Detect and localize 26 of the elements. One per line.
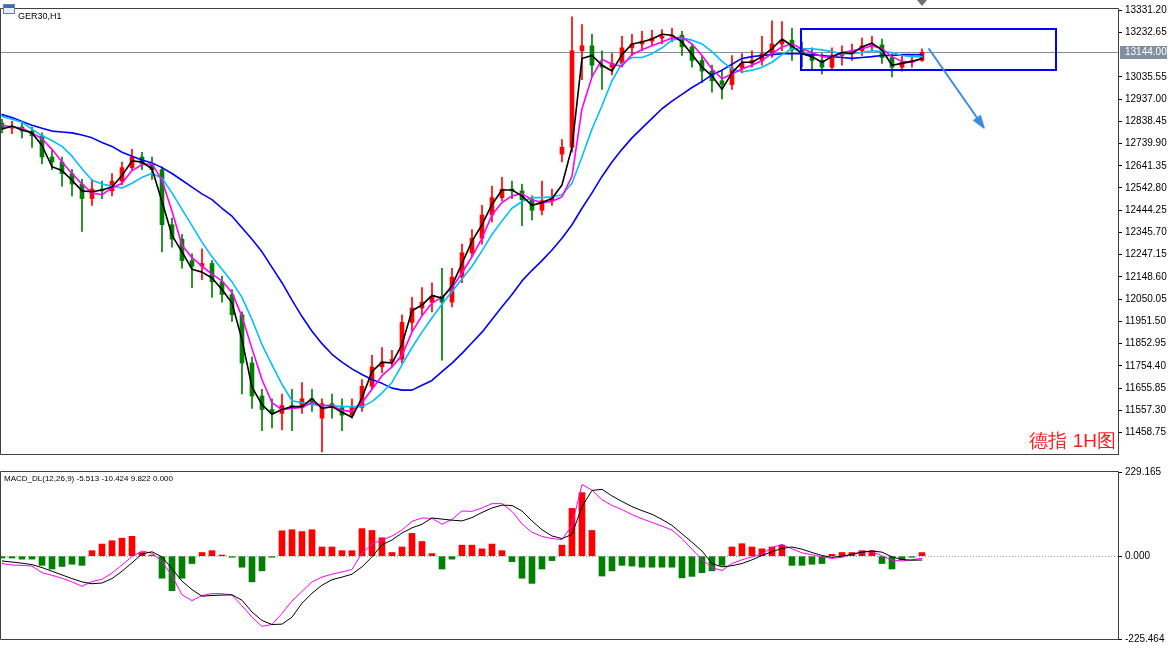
y-tick-label: 11852.95 [1125, 337, 1167, 349]
chart-title: MACD_DL(12,26,9) -5.513 -10.424 9.822 0.000 [4, 474, 174, 484]
y-tick-label: 229.165 [1125, 465, 1162, 477]
ref-line-label: 13144.00 [1125, 46, 1168, 58]
y-tick-label: 12444.25 [1125, 203, 1168, 215]
text: 德指 1H图 [1029, 429, 1116, 451]
y-tick-label: 11458.75 [1125, 426, 1167, 438]
y-tick-label: 13035.55 [1125, 70, 1168, 82]
y-tick-label: 11754.40 [1125, 359, 1167, 371]
y-tick-label: 12641.35 [1125, 159, 1168, 171]
y-tick-label: 11951.50 [1125, 315, 1167, 327]
y-tick-label: 12345.70 [1125, 226, 1168, 238]
y-tick-label: 12247.15 [1125, 248, 1168, 260]
y-tick-label: 12838.45 [1125, 115, 1168, 127]
y-tick-label: 11557.30 [1125, 404, 1167, 416]
y-tick-label: 13232.65 [1125, 26, 1168, 38]
y-tick-label: 12739.90 [1125, 137, 1168, 149]
chart-title: GER30,H1 [18, 10, 62, 21]
y-tick-label: 13331.20 [1125, 3, 1168, 15]
y-tick-label: 12542.80 [1125, 181, 1168, 193]
y-tick-label: 12148.60 [1125, 270, 1168, 282]
y-tick-label: 11655.85 [1125, 381, 1167, 393]
y-tick-label: 0.000 [1125, 549, 1151, 561]
y-tick-label: -225.464 [1125, 632, 1165, 644]
y-tick-label: 12937.00 [1125, 92, 1168, 104]
y-tick-label: 12050.05 [1125, 292, 1168, 304]
